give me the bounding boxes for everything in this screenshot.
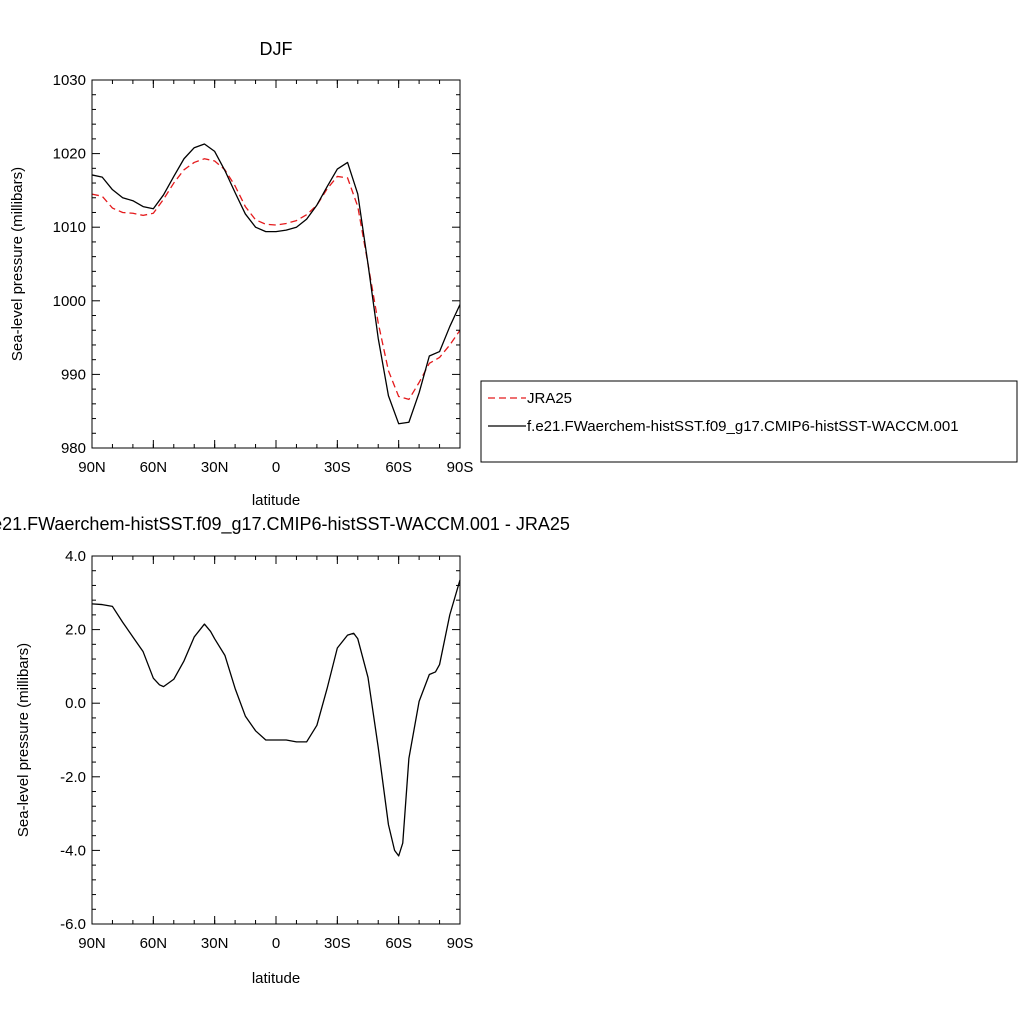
top-panel: DJF 90N 60N 30N 0 30S 60S 90S 980 990 1000 1010 102…	[9, 39, 473, 509]
top-x-axis-label: latitude	[252, 492, 300, 509]
bottom-y-tick-label: 0.0	[65, 695, 86, 712]
top-y-tick-label: 1020	[53, 146, 86, 163]
top-series-line-0	[91, 158, 461, 401]
top-x-tick-label: 30S	[324, 459, 351, 476]
top-y-tick-label: 1030	[53, 72, 86, 89]
bottom-chart-title: f.e21.FWaerchem-histSST.f09_g17.CMIP6-hi…	[0, 514, 570, 535]
bottom-y-tick-label: -4.0	[60, 842, 86, 859]
bottom-y-tick-label: -6.0	[60, 916, 86, 933]
top-y-tick-label: 980	[61, 440, 86, 457]
top-x-tick-label: 90N	[78, 459, 106, 476]
bottom-y-tick-label: 4.0	[65, 548, 86, 565]
top-x-tick-label: 60S	[385, 459, 412, 476]
bottom-x-tick-label: 30S	[324, 935, 351, 952]
top-x-tick-label: 0	[272, 459, 280, 476]
top-x-tick-label: 60N	[140, 459, 168, 476]
bottom-x-tick-label: 60N	[140, 935, 168, 952]
top-series-line-1	[91, 143, 461, 425]
top-y-axis-label: Sea-level pressure (millibars)	[9, 167, 26, 361]
top-plot-frame	[91, 79, 461, 449]
bottom-x-axis-label: latitude	[252, 970, 300, 987]
bottom-y-tick-label: 2.0	[65, 622, 86, 639]
top-y-tick-label: 990	[61, 366, 86, 383]
legend-box	[480, 380, 1018, 463]
bottom-panel: f.e21.FWaerchem-histSST.f09_g17.CMIP6-hi…	[0, 514, 570, 987]
legend: JRA25 f.e21.FWaerchem-histSST.f09_g17.CM…	[480, 380, 1018, 463]
bottom-series-line-0	[91, 579, 461, 857]
bottom-series-group	[91, 579, 461, 857]
bottom-x-tick-label: 60S	[385, 935, 412, 952]
top-x-tick-label: 90S	[447, 459, 474, 476]
legend-label-jra25: JRA25	[527, 390, 572, 407]
top-x-tick-label: 30N	[201, 459, 229, 476]
legend-label-model: f.e21.FWaerchem-histSST.f09_g17.CMIP6-hi…	[527, 418, 959, 435]
bottom-y-axis-label: Sea-level pressure (millibars)	[15, 643, 32, 837]
top-y-tick-label: 1010	[53, 219, 86, 236]
bottom-y-tick-label: -2.0	[60, 769, 86, 786]
bottom-x-tick-label: 30N	[201, 935, 229, 952]
bottom-ticks-group: 90N 60N 30N 0 30S 60S 90S -6.0 -4.0 -2.0 0.0 2.0 4.0	[60, 548, 473, 952]
bottom-x-tick-label: 90S	[447, 935, 474, 952]
top-series-group	[91, 143, 461, 425]
top-ticks-group: 90N 60N 30N 0 30S 60S 90S 980 990 1000 1010 1020 103…	[53, 72, 474, 476]
top-chart-title: DJF	[260, 39, 293, 59]
bottom-x-tick-label: 90N	[78, 935, 106, 952]
bottom-x-tick-label: 0	[272, 935, 280, 952]
top-y-tick-label: 1000	[53, 293, 86, 310]
